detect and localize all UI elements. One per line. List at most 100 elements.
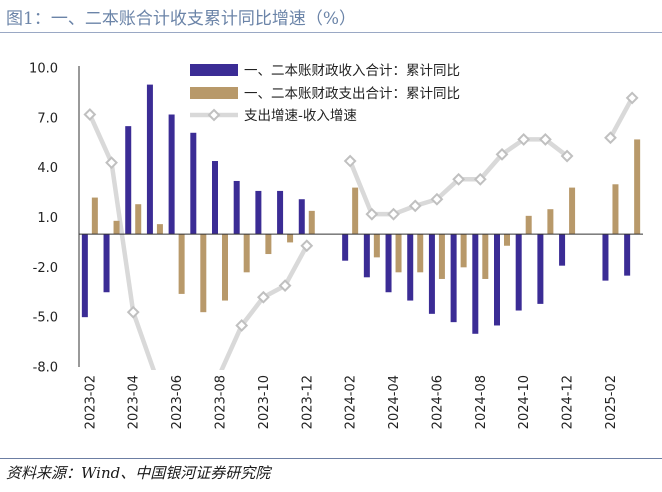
legend-revenue-swatch bbox=[190, 64, 238, 76]
expenditure-bar bbox=[91, 197, 98, 235]
expenditure-bar bbox=[569, 187, 576, 235]
gap-point bbox=[473, 172, 487, 186]
revenue-bar bbox=[385, 234, 392, 293]
bars-layer bbox=[81, 84, 641, 334]
y-tick-label: -5.0 bbox=[33, 311, 58, 326]
x-tick-label: 2023-02 bbox=[83, 375, 98, 429]
source-note: 资料来源：Wind、中国银河证券研究院 bbox=[6, 464, 271, 482]
revenue-bar bbox=[255, 190, 262, 235]
gap-point bbox=[625, 91, 639, 105]
gap-point bbox=[560, 149, 574, 163]
revenue-bar bbox=[428, 234, 435, 314]
expenditure-bar bbox=[243, 234, 250, 273]
revenue-bar bbox=[342, 234, 349, 261]
gap-point bbox=[235, 319, 249, 332]
expenditure-bar bbox=[156, 224, 163, 235]
gap-point bbox=[604, 131, 617, 145]
chart-title: 图1：一、二本账合计收支累计同比增速（%） bbox=[6, 9, 356, 29]
gap-point bbox=[83, 108, 97, 121]
revenue-bar bbox=[233, 180, 240, 235]
legend-expenditure-label: 一、二本账财政支出合计：累计同比 bbox=[244, 86, 460, 102]
expenditure-bar bbox=[417, 234, 424, 273]
x-tick-label: 2024-02 bbox=[344, 375, 359, 429]
revenue-bar bbox=[298, 199, 305, 235]
y-tick-label: 10.0 bbox=[29, 62, 58, 77]
expenditure-bar bbox=[222, 234, 228, 301]
expenditure-bar bbox=[178, 234, 185, 294]
expenditure-bar bbox=[525, 215, 532, 235]
gap-point bbox=[408, 199, 422, 213]
revenue-bar bbox=[168, 114, 175, 235]
gap-point bbox=[538, 133, 552, 146]
x-tick-label: 2024-10 bbox=[517, 375, 532, 429]
revenue-bar bbox=[277, 190, 284, 235]
expenditure-bar bbox=[200, 234, 207, 313]
x-tick-label: 2024-04 bbox=[387, 375, 402, 429]
gap-point bbox=[300, 239, 314, 253]
expenditure-bar bbox=[135, 204, 142, 235]
legend: 一、二本账财政收入合计：累计同比一、二本账财政支出合计：累计同比支出增速-收入增… bbox=[190, 63, 460, 124]
gap-point bbox=[365, 207, 379, 221]
legend-gap-marker bbox=[207, 108, 221, 122]
y-tick-label: 1.0 bbox=[37, 211, 58, 226]
expenditure-bar bbox=[482, 234, 489, 279]
expenditure-bar bbox=[634, 139, 641, 235]
expenditure-bar bbox=[113, 220, 120, 235]
gap-point bbox=[517, 133, 531, 146]
x-tick-label: 2023-06 bbox=[170, 375, 185, 429]
footer-divider bbox=[0, 458, 662, 459]
gap-point bbox=[387, 207, 400, 221]
revenue-bar bbox=[559, 234, 566, 266]
gap-point bbox=[495, 147, 509, 161]
expenditure-bar bbox=[395, 234, 402, 273]
gap-point bbox=[256, 290, 270, 304]
revenue-bar bbox=[81, 234, 88, 318]
revenue-bar bbox=[146, 84, 153, 235]
x-tick-label: 2025-02 bbox=[604, 375, 619, 429]
legend-expenditure-swatch bbox=[190, 87, 238, 99]
expenditure-bar bbox=[265, 234, 272, 255]
revenue-bar bbox=[515, 234, 522, 311]
x-tick-label: 2024-06 bbox=[430, 375, 445, 429]
revenue-bar bbox=[494, 234, 500, 326]
legend-gap-label: 支出增速-收入增速 bbox=[244, 108, 357, 124]
gap-point bbox=[430, 192, 444, 206]
expenditure-bar bbox=[287, 234, 294, 243]
gap-line bbox=[608, 95, 635, 141]
revenue-bar bbox=[602, 234, 609, 281]
revenue-bar bbox=[407, 234, 414, 301]
expenditure-bar bbox=[460, 234, 467, 268]
expenditure-bar bbox=[504, 234, 510, 246]
y-tick-label: 4.0 bbox=[37, 161, 58, 176]
expenditure-bar bbox=[438, 234, 445, 279]
legend-revenue-label: 一、二本账财政收入合计：累计同比 bbox=[244, 63, 460, 79]
gap-point bbox=[452, 172, 466, 186]
expenditure-bar bbox=[547, 209, 554, 235]
axes-layer: 10.0 7.0 4.0 1.0 -2.0 -5.0 -8.0 2023-02 2023-04 2… bbox=[29, 62, 643, 429]
revenue-bar bbox=[537, 234, 544, 304]
revenue-bar bbox=[212, 161, 218, 235]
revenue-bar bbox=[125, 126, 132, 235]
y-tick-label: -8.0 bbox=[33, 361, 58, 376]
x-tick-label: 2024-08 bbox=[474, 375, 489, 429]
y-tick-label: -2.0 bbox=[33, 261, 58, 276]
revenue-bar bbox=[472, 234, 479, 334]
y-tick-label: 7.0 bbox=[37, 111, 58, 126]
gap-point bbox=[278, 279, 292, 293]
gap-line bbox=[87, 112, 310, 370]
revenue-bar bbox=[450, 234, 457, 323]
gap-point bbox=[105, 156, 118, 170]
gap-point bbox=[343, 154, 357, 168]
x-tick-label: 2023-08 bbox=[214, 375, 229, 429]
revenue-bar bbox=[363, 234, 370, 278]
revenue-bar bbox=[103, 234, 110, 293]
x-tick-label: 2023-04 bbox=[127, 375, 142, 429]
expenditure-bar bbox=[612, 184, 619, 235]
gap-markers-layer bbox=[83, 91, 639, 332]
revenue-bar bbox=[624, 234, 631, 276]
title-divider bbox=[0, 32, 662, 33]
expenditure-bar bbox=[373, 234, 380, 258]
x-tick-label: 2023-12 bbox=[300, 375, 315, 429]
x-tick-label: 2023-10 bbox=[257, 375, 272, 429]
